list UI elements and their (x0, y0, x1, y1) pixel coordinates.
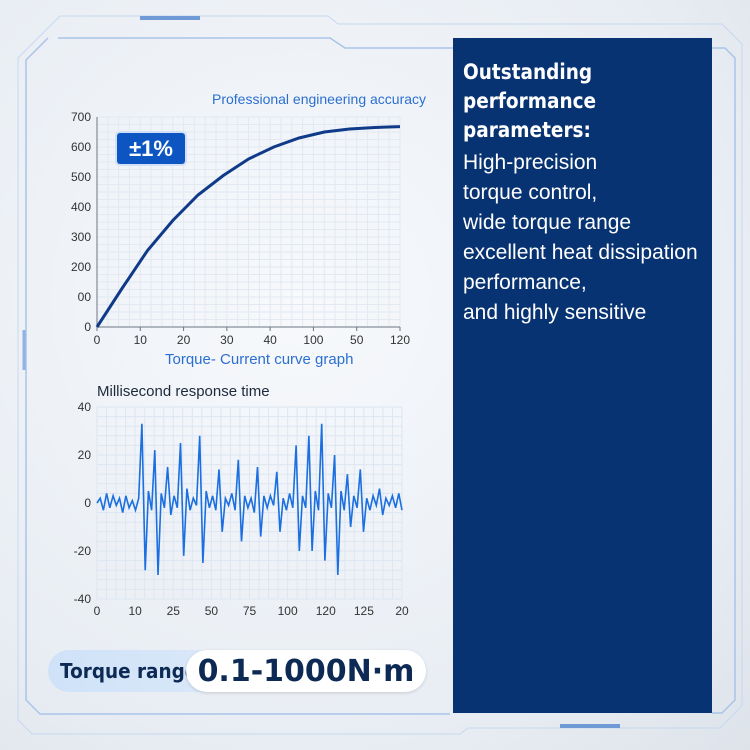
chart1-series-line (95, 125, 401, 328)
chart1-x-tick: 30 (220, 333, 234, 347)
chart2-x-tick: 50 (205, 604, 219, 618)
chart2-x-tick: 75 (243, 604, 257, 618)
chart2-x-tick: 100 (278, 604, 298, 618)
chart1-x-axis-label: Torque- Current curve graph (165, 351, 354, 368)
performance-line: and highly sensitive (463, 301, 647, 324)
chart1-x-tick: 40 (263, 333, 277, 347)
performance-heading: Outstanding performance parameters: (463, 60, 597, 142)
torque-range-label: Torque range (60, 659, 198, 683)
chart1-x-tick: 20 (177, 333, 191, 347)
chart2-y-tick: 0 (84, 496, 91, 510)
performance-line: wide torque range (463, 211, 632, 234)
chart2-x-tick: 20 (395, 604, 409, 618)
chart1-x-tick: 100 (303, 333, 323, 347)
response-time-chart: -40 -20 0 20 40 0 10 25 50 75 100 120 125 20 (74, 400, 409, 618)
chart1-note: Professional engineering accuracy (212, 91, 427, 107)
chart1-y-tick: 400 (71, 200, 91, 214)
chart2-y-tick: -20 (74, 544, 92, 558)
chart2-x-tick: 0 (94, 604, 101, 618)
performance-line: High-precision (463, 151, 598, 174)
chart1-y-tick: 200 (71, 260, 91, 274)
chart1-x-tick: 120 (390, 333, 410, 347)
chart1-y-tick: 600 (71, 140, 91, 154)
chart1-x-tick: 0 (94, 333, 101, 347)
chart1-x-ticks: 0 10 20 30 40 100 50 120 (94, 327, 410, 347)
chart2-x-tick: 10 (128, 604, 142, 618)
chart1-y-tick: 700 (71, 110, 91, 124)
torque-range-value: 0.1-1000N·m (186, 650, 426, 692)
chart2-x-ticks: 0 10 25 50 75 100 120 125 20 (94, 604, 409, 618)
performance-list: High-precision torque control, wide torq… (463, 148, 713, 328)
performance-line: excellent heat dissipation (463, 241, 698, 264)
chart1-x-tick: 50 (350, 333, 364, 347)
performance-panel: Outstanding performance parameters: High… (453, 38, 712, 713)
chart2-title: Millisecond response time (97, 383, 270, 400)
chart2-y-ticks: -40 -20 0 20 40 (74, 400, 92, 606)
chart1-axes (96, 117, 400, 328)
chart2-x-tick: 120 (316, 604, 336, 618)
chart2-y-tick: -40 (74, 592, 92, 606)
chart2-y-tick: 40 (78, 400, 92, 414)
chart1-x-tick: 10 (134, 333, 148, 347)
chart1-y-tick: 00 (78, 290, 92, 304)
chart2-y-tick: 20 (78, 448, 92, 462)
chart2-x-tick: 125 (354, 604, 374, 618)
chart2-series-line (96, 423, 403, 576)
performance-line: performance, (463, 271, 587, 294)
chart1-y-tick: 300 (71, 230, 91, 244)
accuracy-badge: ±1% (117, 133, 185, 164)
chart2-x-tick: 25 (167, 604, 181, 618)
chart1-y-tick: 500 (71, 170, 91, 184)
performance-line: torque control, (463, 181, 598, 204)
chart1-y-tick: 0 (84, 320, 91, 334)
